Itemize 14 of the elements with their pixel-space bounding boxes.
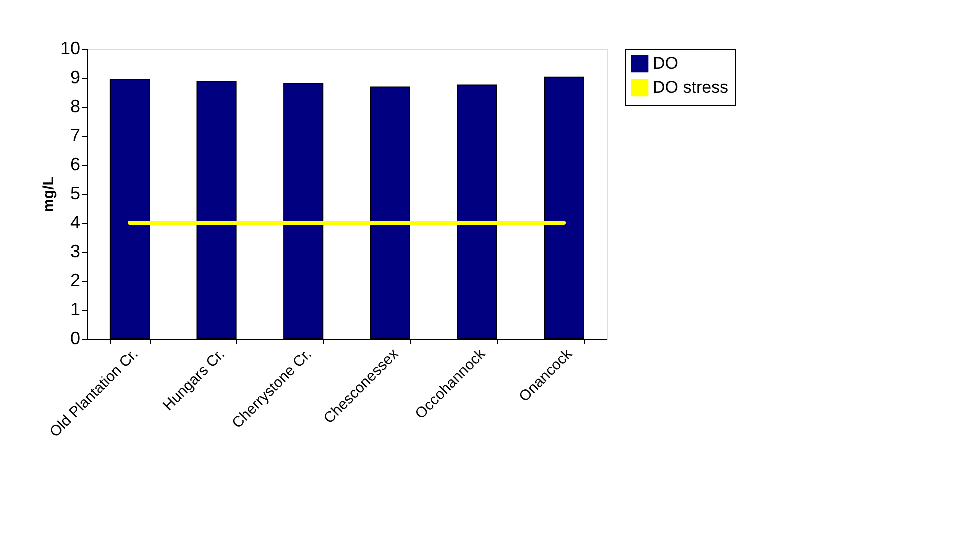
y-tick-label: 0 bbox=[70, 328, 80, 348]
y-tick-label: 7 bbox=[70, 126, 80, 146]
y-tick-label: 9 bbox=[70, 68, 80, 88]
y-tick-label: 6 bbox=[70, 154, 80, 174]
y-tick-label: 1 bbox=[70, 300, 80, 320]
y-tick-label: 10 bbox=[60, 38, 80, 58]
y-tick-label: 2 bbox=[70, 270, 80, 290]
y-tick-label: 3 bbox=[70, 242, 80, 262]
y-axis-title: mg/L bbox=[40, 176, 58, 212]
legend-label: DO bbox=[653, 54, 678, 73]
y-tick-label: 8 bbox=[70, 96, 80, 116]
y-tick-label: 4 bbox=[70, 212, 80, 232]
y-tick-label: 5 bbox=[70, 184, 80, 204]
legend-label: DO stress bbox=[653, 78, 729, 97]
